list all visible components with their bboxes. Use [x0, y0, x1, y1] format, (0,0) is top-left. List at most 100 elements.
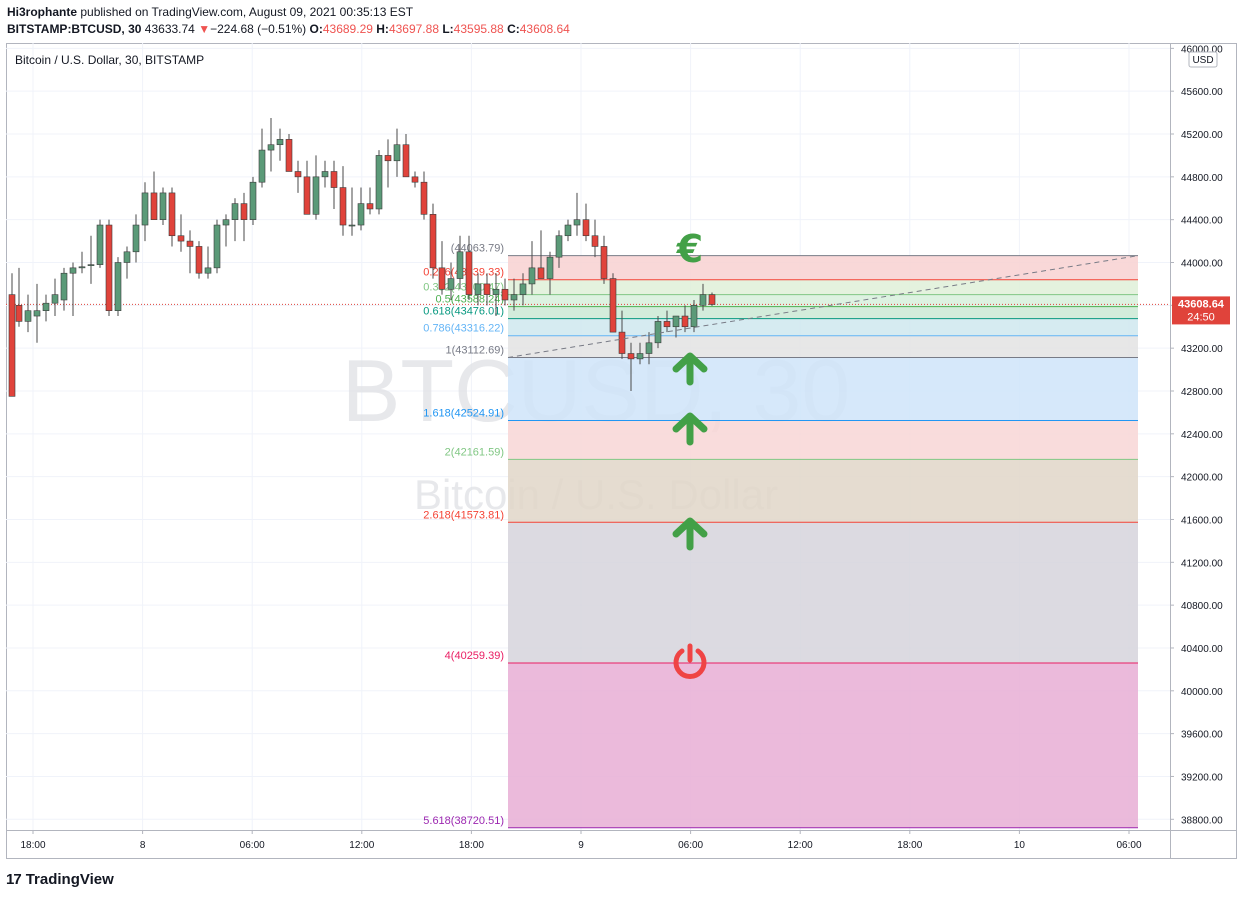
time-tick-label: 06:00 [678, 840, 703, 851]
chart-container[interactable]: BTCUSD, 30 Bitcoin / U.S. Dollar (44063.… [6, 43, 1237, 859]
candle [24, 294, 32, 333]
candle [465, 235, 473, 300]
candle [33, 283, 41, 343]
candle [348, 187, 356, 236]
fib-band [508, 663, 1138, 828]
candle [330, 160, 338, 209]
power-icon [673, 643, 707, 679]
up-arrow-icon [672, 517, 708, 551]
change-value: −224.68 (−0.51%) [210, 22, 307, 36]
candle [258, 128, 266, 188]
candle [159, 187, 167, 226]
currency-label: USD [1192, 55, 1213, 66]
price-tick-label: 46000.00 [1181, 44, 1223, 55]
fib-level-label: 1(43112.69) [445, 345, 504, 357]
fib-level-label: 5.618(38720.51) [423, 815, 504, 827]
close-value: 43608.64 [519, 22, 570, 36]
candle [699, 283, 707, 311]
time-tick-label: 8 [140, 840, 146, 851]
high-value: 43697.88 [388, 22, 439, 36]
candle [690, 299, 698, 333]
candle [654, 316, 662, 349]
candles [8, 117, 716, 397]
candle [591, 219, 599, 258]
candle [249, 176, 257, 226]
fib-band [508, 279, 1138, 295]
candle [222, 214, 230, 247]
candle [573, 192, 581, 236]
candle [501, 278, 509, 306]
candle [393, 128, 401, 177]
candle [537, 230, 545, 279]
candle [672, 315, 680, 338]
candle [474, 273, 482, 306]
candle [519, 273, 527, 306]
down-triangle-icon: ▼ [198, 22, 211, 36]
candle [87, 235, 95, 284]
candle [69, 262, 77, 317]
candle [132, 214, 140, 263]
price-tick-label: 44400.00 [1181, 216, 1223, 227]
price-tick-label: 41600.00 [1181, 515, 1223, 526]
fib-level-label: 2(42161.59) [445, 446, 504, 458]
candle [555, 230, 563, 268]
price-tick-label: 43200.00 [1181, 344, 1223, 355]
low-label: L: [442, 22, 454, 36]
fib-band [508, 522, 1138, 664]
open-label: O: [309, 22, 323, 36]
candle [438, 241, 446, 295]
fib-band [508, 335, 1138, 358]
candle [627, 342, 635, 391]
candle [60, 267, 68, 311]
price-tick-label: 39600.00 [1181, 730, 1223, 741]
fib-band [508, 420, 1138, 460]
fib-level-label: 1.618(42524.91) [423, 407, 504, 419]
candle [114, 257, 122, 317]
candle [141, 182, 149, 242]
time-tick-label: 9 [578, 840, 584, 851]
candle [8, 273, 16, 397]
candle [78, 251, 86, 274]
candle [402, 134, 410, 178]
legend-title: Bitcoin / U.S. Dollar, 30, BITSTAMP [15, 53, 204, 67]
fib-level-label: 0.382(43700.47) [423, 282, 504, 294]
price-tick-label: 42000.00 [1181, 473, 1223, 484]
time-axis[interactable]: 18:00 8 06:00 12:00 18:00 9 06:00 12:00 18:00 10 0… [20, 830, 1142, 851]
candle [609, 273, 617, 333]
candle [285, 134, 293, 172]
candle [51, 278, 59, 317]
candle [231, 198, 239, 242]
time-tick-label: 18:00 [20, 840, 45, 851]
candle [528, 241, 536, 295]
price-chart[interactable]: BTCUSD, 30 Bitcoin / U.S. Dollar (44063.… [6, 43, 1237, 859]
price-tick-label: 38800.00 [1181, 815, 1223, 826]
candle [150, 171, 158, 220]
time-tick-label: 10 [1014, 840, 1026, 851]
fib-level-label: 0.618(43476.01) [423, 306, 504, 318]
symbol-label: BITSTAMP:BTCUSD, 30 [7, 22, 142, 36]
low-value: 43595.88 [453, 22, 504, 36]
candle [276, 128, 284, 161]
candle [15, 267, 23, 327]
time-tick-label: 06:00 [1116, 840, 1141, 851]
candle [492, 273, 500, 317]
candle [510, 278, 518, 311]
published-text: published on TradingView.com, August 09,… [80, 5, 414, 19]
publisher-name[interactable]: Hi3rophante [7, 5, 78, 19]
candle [375, 150, 383, 215]
fib-extension[interactable] [508, 255, 1138, 829]
currency-button[interactable]: USD [1188, 51, 1218, 68]
open-value: 43689.29 [322, 22, 373, 36]
fib-trend-line[interactable] [507, 255, 1139, 359]
up-arrow-icon [672, 352, 708, 386]
fib-band [508, 306, 1138, 319]
fib-level-label: 2.618(41573.81) [423, 509, 504, 521]
candle [600, 235, 608, 284]
price-tick-label: 42800.00 [1181, 387, 1223, 398]
ohlc-line: BITSTAMP:BTCUSD, 30 43633.74 ▼−224.68 (−… [7, 22, 570, 36]
footer-brand[interactable]: 17 TradingView [6, 869, 114, 889]
candle [663, 310, 671, 333]
time-tick-label: 06:00 [240, 840, 265, 851]
last-price-tag: 43608.64 24:50 [1172, 296, 1230, 325]
fib-band [508, 357, 1138, 421]
